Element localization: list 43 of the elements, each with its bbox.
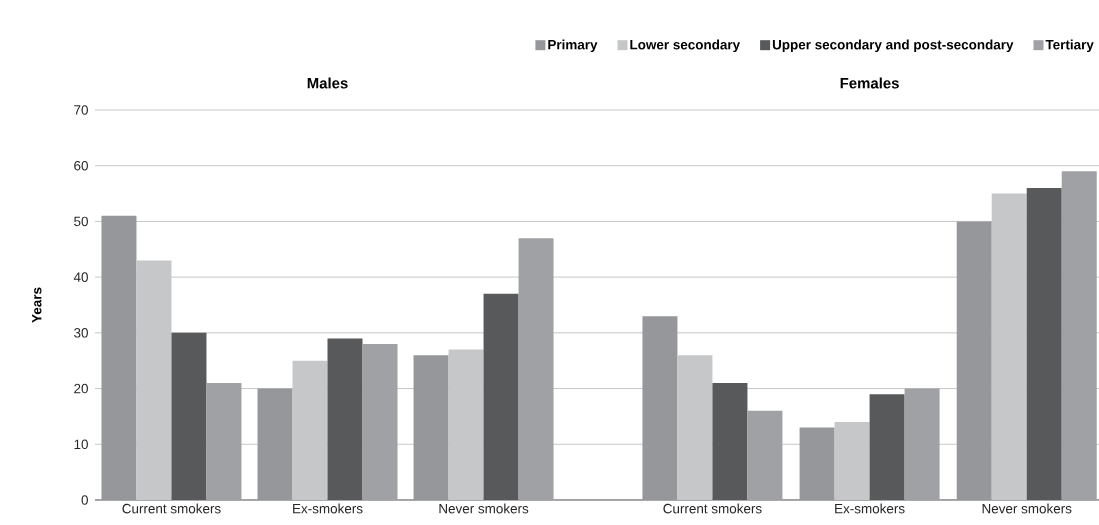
x-tick-label: Current smokers [663, 503, 762, 514]
x-tick-label: Current smokers [122, 503, 221, 514]
bar [834, 421, 870, 500]
legend-label: Tertiary [1045, 39, 1094, 53]
bar [747, 410, 783, 500]
x-tick-label: Never smokers [982, 503, 1072, 514]
bar [448, 349, 484, 500]
legend-label: Lower secondary [630, 39, 741, 53]
bar [991, 193, 1027, 500]
y-tick-label: 30 [74, 328, 88, 338]
bar [1026, 187, 1062, 500]
bar [712, 382, 748, 500]
y-tick-label: 10 [74, 439, 88, 450]
y-tick-label: 60 [74, 160, 88, 171]
bar [518, 238, 554, 500]
legend-label: Upper secondary and post-secondary [772, 39, 1014, 53]
y-tick-label: 70 [74, 105, 88, 115]
x-tick-label: Ex-smokers [293, 503, 363, 514]
bar [642, 316, 678, 500]
bar [362, 343, 398, 500]
bar [101, 215, 137, 500]
bar [171, 332, 207, 500]
bar [799, 427, 835, 500]
y-tick-label: 0 [81, 495, 88, 505]
chart-title: Males [307, 77, 348, 89]
bar [869, 394, 905, 500]
bar [413, 355, 449, 500]
bar [257, 388, 293, 500]
bar [677, 355, 713, 500]
y-tick-label: 40 [73, 272, 88, 282]
y-tick-label: 20 [74, 383, 88, 394]
y-axis-title: Years [32, 287, 42, 323]
bar [327, 338, 363, 500]
y-tick-label: 50 [74, 216, 88, 227]
bar [206, 382, 242, 500]
bar [904, 388, 940, 500]
legend-label: Primary [548, 39, 598, 53]
bar [956, 221, 992, 500]
bar [1061, 171, 1097, 500]
x-tick-label: Ex-smokers [835, 503, 905, 514]
x-tick-label: Never smokers [439, 503, 529, 514]
chart-title: Females [840, 77, 899, 89]
bar [483, 293, 519, 500]
